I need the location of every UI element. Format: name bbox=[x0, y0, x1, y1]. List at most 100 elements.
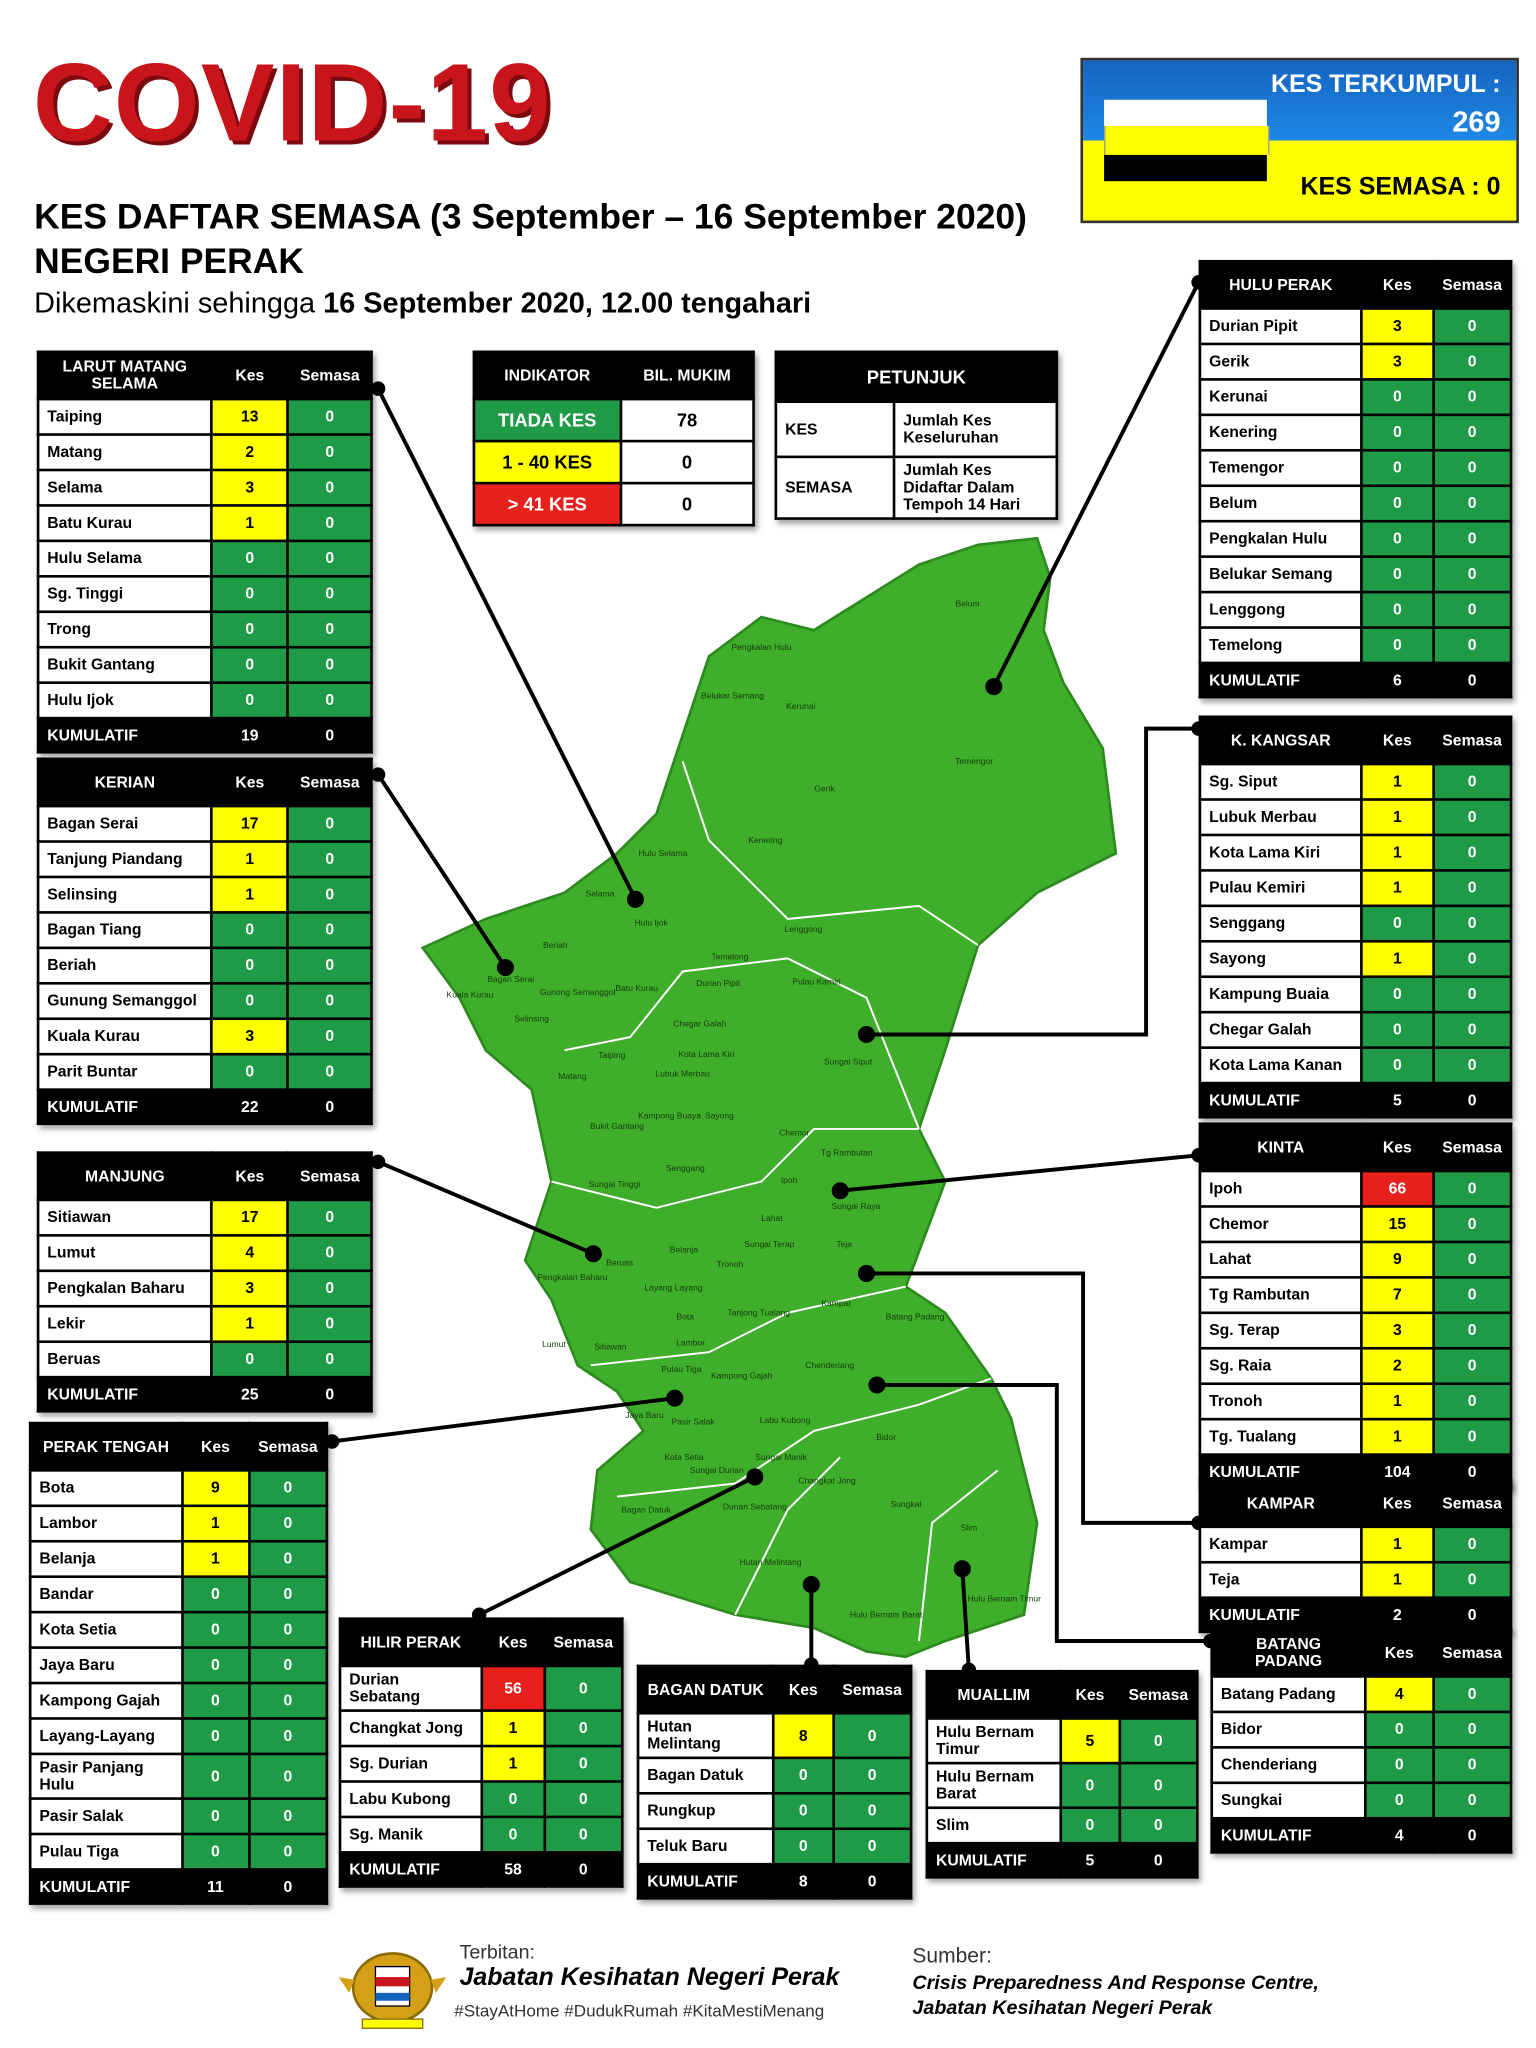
mukim-row: Durian Sebatang 56 0 bbox=[338, 1664, 624, 1712]
map-label: Kota Setia bbox=[664, 1452, 704, 1462]
mukim-name: Taiping bbox=[36, 397, 213, 436]
mukim-name: Temelong bbox=[1198, 626, 1363, 665]
active: KES SEMASA : 0 bbox=[1300, 173, 1500, 202]
mukim-name: Lumut bbox=[36, 1234, 213, 1273]
legend-key: KES bbox=[774, 400, 896, 459]
mukim-name: Pengkalan Hulu bbox=[1198, 519, 1363, 558]
header-row: PERAK TENGAH Kes Semasa bbox=[28, 1421, 329, 1472]
mukim-name: Ipoh bbox=[1198, 1169, 1363, 1208]
total-value: 0 bbox=[831, 1862, 913, 1900]
kes-cell: 0 bbox=[180, 1681, 251, 1720]
mukim-row: Pulau Kemiri 1 0 bbox=[1198, 869, 1513, 908]
indicator-row: > 41 KES 0 bbox=[472, 481, 755, 527]
kes-cell: 0 bbox=[772, 1756, 835, 1795]
total-label: KUMULATIF bbox=[1210, 1816, 1367, 1854]
kes-cell: 7 bbox=[1360, 1276, 1435, 1315]
connector-dot bbox=[953, 1560, 971, 1578]
mukim-name: Tanjung Piandang bbox=[36, 840, 213, 879]
column-header: Semasa bbox=[1431, 1627, 1513, 1678]
mukim-name: Sg. Durian bbox=[338, 1744, 484, 1783]
kes-cell: 0 bbox=[210, 1340, 290, 1379]
district-name: HULU PERAK bbox=[1198, 259, 1363, 310]
mukim-name: Bagan Datuk bbox=[636, 1756, 775, 1795]
map-label: Batu Kurau bbox=[615, 983, 658, 993]
district-name: K. KANGSAR bbox=[1198, 715, 1363, 766]
connector-line bbox=[866, 726, 1199, 1037]
semasa-cell: 0 bbox=[1431, 590, 1513, 629]
map-label: Kampong Buaya bbox=[638, 1111, 701, 1121]
column-header: Semasa bbox=[286, 1151, 373, 1202]
mukim-row: Hulu Ijok 0 0 bbox=[36, 681, 373, 720]
mukim-row: Hulu Bernam Timur 5 0 bbox=[925, 1717, 1199, 1765]
mukim-name: Hutan Melintang bbox=[636, 1711, 775, 1760]
mukim-name: Temengor bbox=[1198, 448, 1363, 488]
kes-cell: 1 bbox=[210, 875, 290, 914]
semasa-cell: 0 bbox=[247, 1717, 329, 1756]
district-name: BAGAN DATUK bbox=[636, 1664, 775, 1715]
column-header: Semasa bbox=[286, 757, 373, 808]
district-name: MANJUNG bbox=[36, 1151, 213, 1202]
connector-line bbox=[992, 281, 1201, 688]
table: MANJUNG Kes Semasa Sitiawan 17 0 Lumut 4 0 Pengka… bbox=[36, 1151, 373, 1413]
mukim-row: Kota Lama Kanan 0 0 bbox=[1198, 1046, 1513, 1085]
mukim-name: Batang Padang bbox=[1210, 1675, 1367, 1714]
semasa-cell: 0 bbox=[286, 1234, 373, 1273]
mukim-name: Hulu Bernam Barat bbox=[925, 1761, 1062, 1810]
mukim-row: Gunung Semanggol 0 0 bbox=[36, 981, 373, 1021]
semasa-cell: 0 bbox=[1118, 1761, 1199, 1810]
map-label: Beruas bbox=[606, 1258, 633, 1268]
map-label: Matang bbox=[558, 1071, 587, 1081]
map-label: Kota Lama Kiri bbox=[678, 1049, 734, 1059]
mukim-row: Tanjung Piandang 1 0 bbox=[36, 840, 373, 879]
mukim-row: Layang-Layang 0 0 bbox=[28, 1717, 329, 1756]
semasa-cell: 0 bbox=[831, 1791, 913, 1831]
semasa-cell: 0 bbox=[286, 397, 373, 436]
semasa-cell: 0 bbox=[286, 804, 373, 843]
table: K. KANGSAR Kes Semasa Sg. Siput 1 0 Lubuk Merb… bbox=[1198, 715, 1513, 1119]
map-label: Belukar Semang bbox=[701, 690, 764, 700]
map-label: Kampong Gajah bbox=[711, 1370, 773, 1380]
total-value: 22 bbox=[210, 1088, 290, 1126]
map-label: Batang Padang bbox=[886, 1311, 945, 1321]
mukim-row: Pasir Panjang Hulu 0 0 bbox=[28, 1752, 329, 1800]
mukim-name: Lekir bbox=[36, 1304, 213, 1344]
column-header: Kes bbox=[1360, 259, 1435, 310]
kes-cell: 0 bbox=[180, 1610, 251, 1649]
connector-line bbox=[960, 1568, 971, 1671]
total-label: KES TERKUMPUL : bbox=[1270, 70, 1501, 99]
connector-line bbox=[876, 1383, 1211, 1643]
district-name: KAMPAR bbox=[1198, 1478, 1363, 1529]
kes-cell: 0 bbox=[180, 1646, 251, 1685]
connector-line bbox=[478, 1475, 756, 1617]
semasa-cell: 0 bbox=[1431, 833, 1513, 872]
kes-cell: 66 bbox=[1360, 1169, 1435, 1208]
semasa-cell: 0 bbox=[286, 981, 373, 1021]
map-label: Bagan Serai bbox=[487, 974, 534, 984]
mukim-row: Belukar Semang 0 0 bbox=[1198, 555, 1513, 594]
kes-cell: 4 bbox=[210, 1234, 290, 1273]
kes-cell: 0 bbox=[1364, 1781, 1435, 1820]
map-label: Kuala Kurau bbox=[447, 990, 494, 1000]
total-value: 0 bbox=[286, 716, 373, 754]
total-label: KUMULATIF bbox=[1198, 1596, 1363, 1634]
kes-cell: 2 bbox=[1360, 1346, 1435, 1386]
mukim-row: Bagan Tiang 0 0 bbox=[36, 911, 373, 950]
total-value: 11 bbox=[180, 1868, 251, 1905]
header-row: KERIAN Kes Semasa bbox=[36, 757, 373, 808]
mukim-row: Selama 3 0 bbox=[36, 468, 373, 507]
connector-dot bbox=[626, 890, 644, 908]
table: BATANG PADANG Kes Semasa Batang Padang 4 0 Bid… bbox=[1210, 1627, 1513, 1854]
semasa-cell: 0 bbox=[831, 1711, 913, 1760]
semasa-cell: 0 bbox=[286, 840, 373, 879]
semasa-cell: 0 bbox=[1431, 1010, 1513, 1049]
table: HILIR PERAK Kes Semasa Durian Sebatang 56 0 Ch… bbox=[338, 1617, 624, 1888]
header-row: HULU PERAK Kes Semasa bbox=[1198, 259, 1513, 310]
map-label: Sayong bbox=[705, 1111, 734, 1121]
kes-cell: 9 bbox=[1360, 1240, 1435, 1279]
total-label: KUMULATIF bbox=[636, 1862, 775, 1900]
kes-cell: 1 bbox=[1360, 939, 1435, 979]
indicator-label: TIADA KES bbox=[472, 397, 622, 443]
map-label: Temengor bbox=[955, 756, 993, 766]
semasa-cell: 0 bbox=[1431, 1746, 1513, 1785]
mukim-row: Pengkalan Hulu 0 0 bbox=[1198, 519, 1513, 558]
